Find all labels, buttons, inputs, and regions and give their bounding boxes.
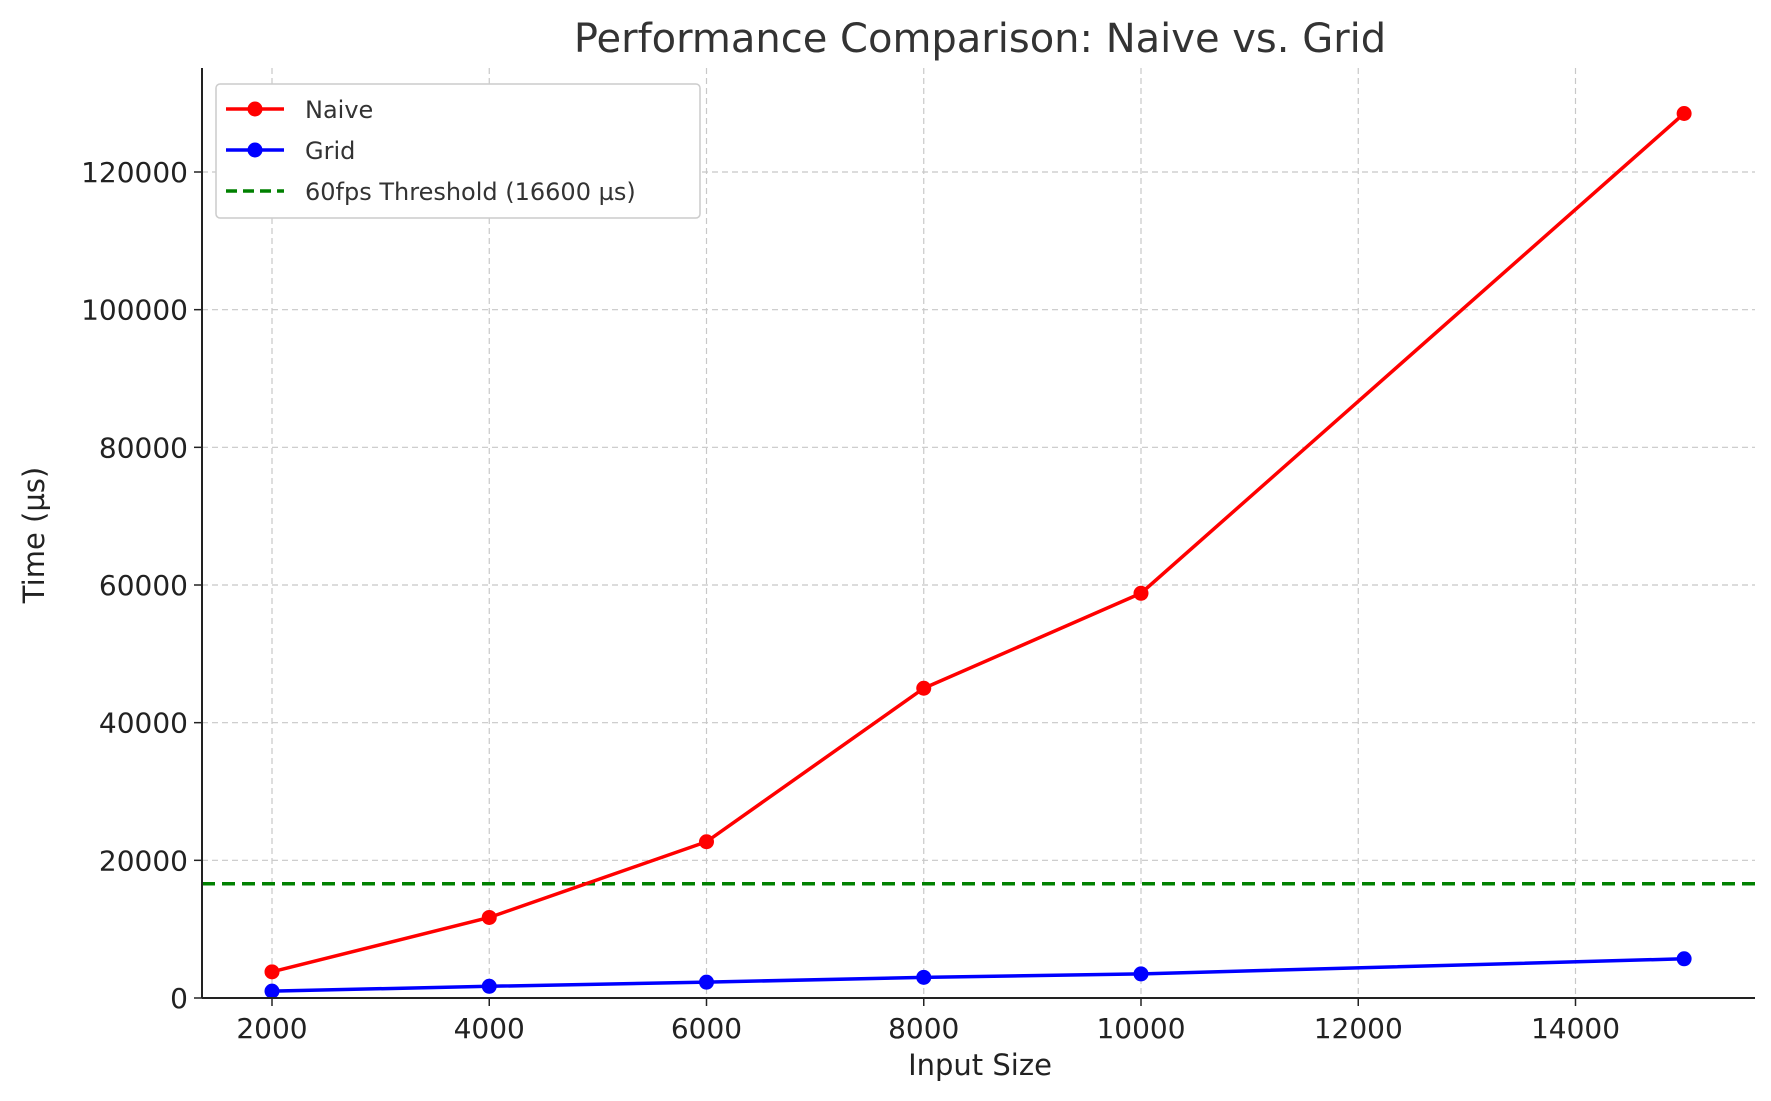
data-point-naive [1676, 105, 1692, 121]
y-tick-label: 80000 [99, 431, 188, 464]
data-point-grid [1676, 951, 1692, 967]
x-axis-label: Input Size [908, 1048, 1052, 1082]
data-point-grid [916, 969, 932, 985]
data-point-naive [264, 964, 280, 980]
x-tick-label: 8000 [888, 1012, 959, 1045]
data-point-grid [481, 978, 497, 994]
chart-title: Performance Comparison: Naive vs. Grid [574, 16, 1386, 62]
legend-marker-grid [247, 142, 263, 158]
x-tick-label: 4000 [454, 1012, 525, 1045]
data-point-naive [699, 834, 714, 850]
y-tick-label: 100000 [81, 294, 188, 327]
x-tick-label: 14000 [1531, 1012, 1620, 1045]
legend-marker-naive [247, 101, 263, 117]
data-point-naive [1133, 585, 1149, 601]
y-tick-label: 120000 [81, 156, 188, 189]
x-tick-label: 6000 [671, 1012, 742, 1045]
series-line-naive [271, 112, 1686, 974]
y-tick-label: 20000 [99, 844, 188, 877]
grid-layer [202, 68, 1755, 998]
axes-layer: 2000 4000 6000 8000 10000 12000 14000 0 20000 400… [81, 68, 1755, 1045]
legend-label-threshold: 60fps Threshold (16600 µs) [305, 178, 636, 206]
data-point-grid [699, 974, 714, 990]
y-axis-label: Time (µs) [17, 467, 51, 604]
data-point-naive [916, 680, 932, 696]
x-tick-label: 2000 [236, 1012, 307, 1045]
y-tick-label: 0 [170, 982, 188, 1015]
x-tick-label: 12000 [1314, 1012, 1403, 1045]
data-point-grid [1133, 966, 1149, 982]
data-point-naive [481, 909, 497, 925]
data-point-grid [264, 983, 280, 999]
legend-box [215, 83, 701, 219]
legend-label-naive: Naive [305, 96, 373, 124]
y-tick-label: 60000 [99, 569, 188, 602]
legend-label-grid: Grid [305, 137, 355, 165]
legend: Naive Grid 60fps Threshold (16600 µs) [215, 83, 701, 219]
x-tick-label: 10000 [1096, 1012, 1185, 1045]
series-layer [264, 105, 1692, 999]
y-tick-label: 40000 [99, 707, 188, 740]
series-line-grid [271, 957, 1685, 993]
